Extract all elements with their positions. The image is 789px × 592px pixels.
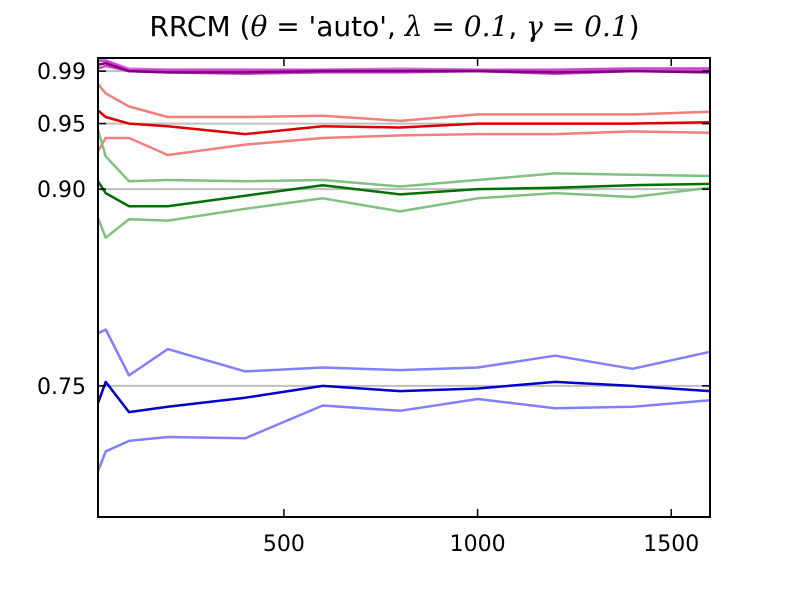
y-tick-label: 0.99 <box>37 60 86 85</box>
x-axis: 500 1000 1500 <box>263 58 699 557</box>
series-line <box>97 328 711 377</box>
x-tick-label: 500 <box>263 532 305 557</box>
y-tick-label: 0.90 <box>37 178 86 203</box>
series-lines <box>96 59 711 472</box>
series-line <box>96 380 711 414</box>
series-line <box>96 397 711 472</box>
series-line <box>97 109 711 136</box>
series-line <box>97 83 711 123</box>
series-line <box>96 130 711 157</box>
y-axis: 0.75 0.90 0.95 0.99 <box>37 60 710 400</box>
reference-lines <box>98 70 710 387</box>
series-line <box>96 129 711 188</box>
chart-title: RRCM (θ = 'auto', λ = 0.1, γ = 0.1) <box>149 10 640 43</box>
series-line <box>96 180 711 208</box>
y-tick-label: 0.75 <box>37 375 86 400</box>
x-tick-label: 1000 <box>450 532 506 557</box>
series-line <box>97 61 711 74</box>
series-line <box>96 186 711 239</box>
plot-frame <box>97 57 711 518</box>
x-tick-label: 1500 <box>643 532 699 557</box>
y-tick-label: 0.95 <box>37 113 86 138</box>
series-line <box>98 59 710 72</box>
